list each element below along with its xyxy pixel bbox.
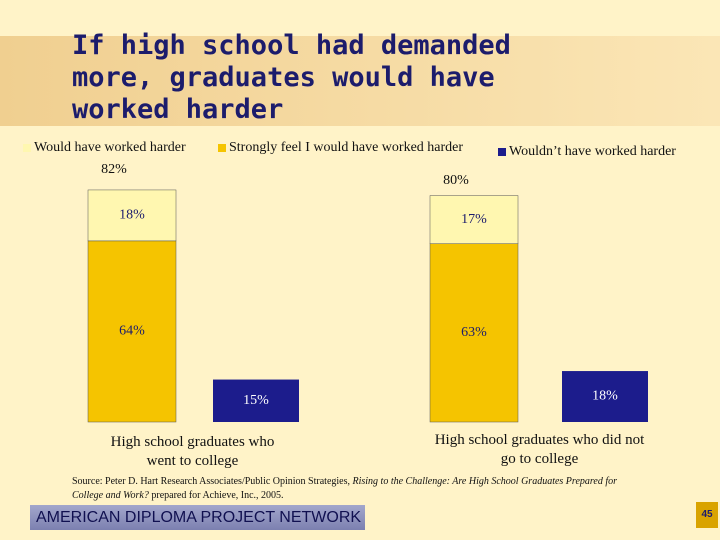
bar: [213, 379, 299, 422]
category-label: High school graduates who went to colleg…: [110, 434, 275, 469]
legend-swatch: [218, 144, 226, 152]
source-prefix: Source: Peter D. Hart Research Associate…: [72, 476, 353, 487]
bar-segment: [87, 189, 177, 242]
value-label: 17%: [461, 212, 487, 227]
bar-segment: [87, 240, 177, 423]
legend-swatch: [498, 148, 506, 156]
legend-label: Wouldn’t have worked harder: [509, 144, 676, 159]
legend-label: Would have worked harder: [34, 140, 186, 155]
bar-segment: [429, 195, 519, 244]
bar: [562, 371, 648, 422]
footer-network: AMERICAN DIPLOMA PROJECT NETWORK: [30, 505, 365, 530]
value-label: 63%: [461, 325, 487, 340]
total-label: 80%: [443, 173, 469, 188]
total-label: 82%: [101, 162, 127, 177]
source-title: Rising to the Challenge: Are High School…: [72, 476, 618, 501]
page-number: 45: [696, 502, 718, 528]
title-band: [0, 36, 720, 126]
source-note: Source: Peter D. Hart Research Associate…: [72, 475, 632, 503]
bar-segment: [429, 243, 519, 423]
source-suffix: prepared for Achieve, Inc., 2005.: [148, 490, 284, 501]
value-label: 18%: [119, 208, 145, 223]
value-label: 64%: [119, 324, 145, 339]
value-label: 15%: [243, 393, 269, 408]
legend-swatch: [23, 144, 31, 152]
slide-title: If high school had demanded more, gradua…: [72, 30, 511, 125]
value-label: 18%: [592, 389, 618, 404]
category-label: High school graduates who did not go to …: [434, 432, 645, 467]
legend-label: Strongly feel I would have worked harder: [229, 140, 463, 155]
